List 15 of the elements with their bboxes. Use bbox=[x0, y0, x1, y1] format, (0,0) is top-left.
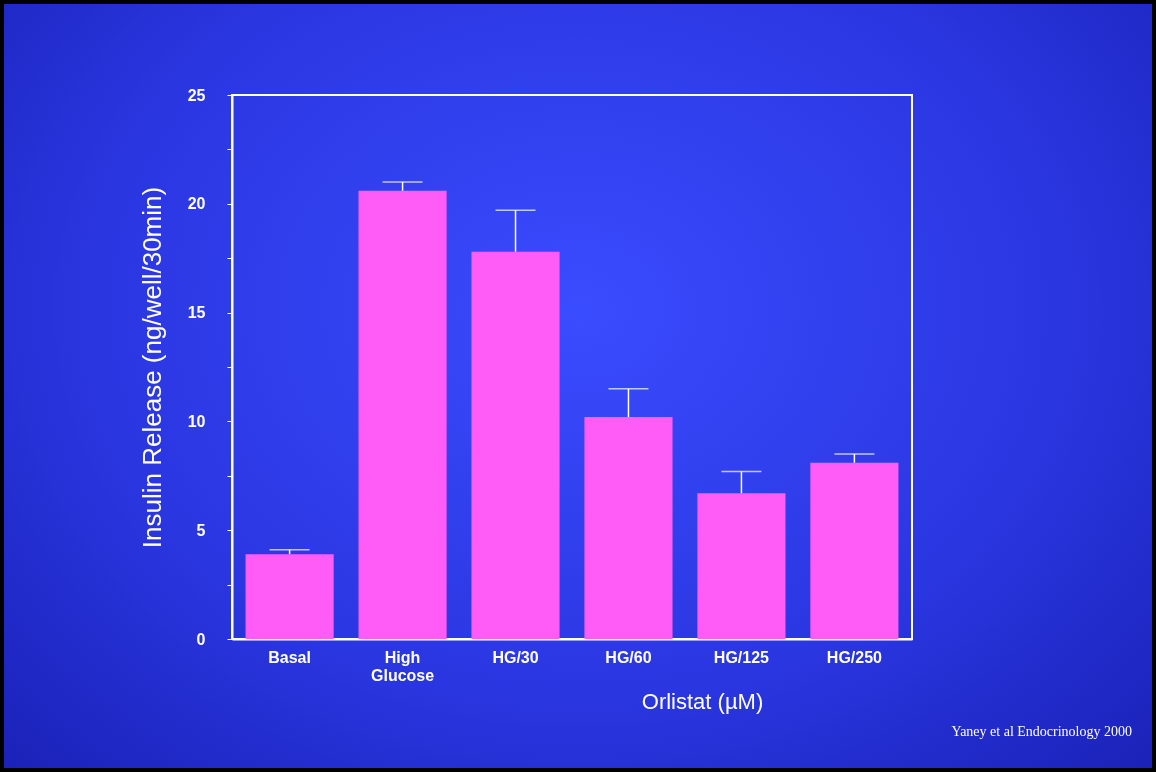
y-tick-label: 25 bbox=[187, 86, 206, 104]
x-tick-label: Basal bbox=[268, 648, 311, 666]
x-tick-label: HG/60 bbox=[605, 648, 652, 666]
text: Yaney et al Endocrinology 2000 bbox=[951, 724, 1132, 740]
y-tick-label: 15 bbox=[187, 304, 206, 322]
y-tick-label: 5 bbox=[196, 521, 206, 539]
x-tick-label: High Glucose bbox=[370, 648, 435, 684]
x-tick-label: HG/250 bbox=[826, 648, 883, 666]
x-axis-title: Orlistat (µM) bbox=[641, 688, 764, 714]
y-tick-label: 20 bbox=[187, 195, 206, 213]
x-tick-label: HG/30 bbox=[492, 648, 539, 666]
x-tick-label: HG/125 bbox=[713, 648, 770, 666]
y-tick-label: 0 bbox=[196, 630, 206, 648]
y-axis-title: Insulin Release (ng/well/30min) bbox=[136, 186, 167, 549]
y-tick-label: 10 bbox=[187, 412, 206, 430]
